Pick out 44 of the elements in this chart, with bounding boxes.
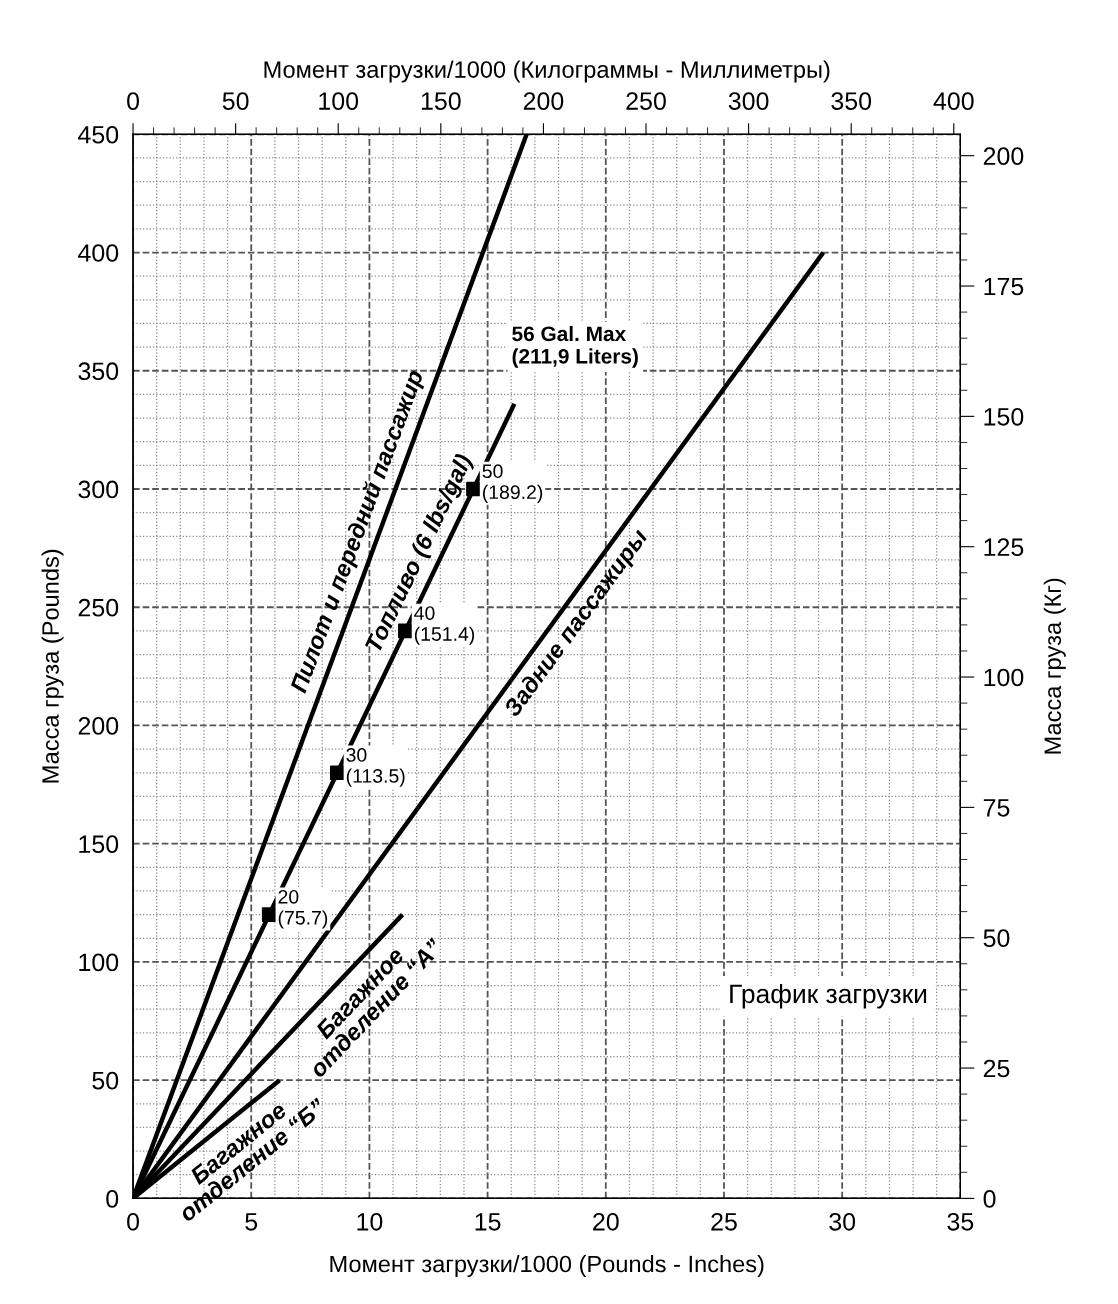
- text: График загрузки: [730, 983, 927, 1009]
- y-axis-title: Масса груза (Pounds): [41, 549, 64, 783]
- y-tick-label: 150: [79, 835, 119, 853]
- y-tick-label: 350: [78, 362, 119, 381]
- x-tick-label: 35: [947, 1212, 974, 1231]
- x2-tick-label: 150: [421, 92, 461, 110]
- x2-tick-label: 250: [626, 92, 666, 110]
- y2-tick-label: 125: [984, 538, 1024, 556]
- y-tick-label: 300: [78, 480, 119, 499]
- data-label: 20 (75.7): [278, 889, 328, 929]
- x2-tick-label: 200: [523, 92, 564, 110]
- y2-tick-label: 100: [984, 668, 1024, 687]
- y-tick-label: 450: [78, 125, 119, 144]
- x-tick-label: 0: [127, 1212, 140, 1231]
- x-tick-label: 15: [475, 1213, 501, 1231]
- y-tick-label: 200: [78, 717, 119, 735]
- x2-tick-label: 50: [222, 92, 249, 110]
- y-tick-label: 100: [79, 953, 119, 972]
- y-tick-label: 250: [78, 598, 119, 617]
- y2-tick-label: 50: [983, 929, 1010, 948]
- y2-tick-label: 75: [983, 799, 1010, 817]
- x-tick-label: 25: [711, 1212, 737, 1231]
- x2-tick-label: 0: [127, 92, 140, 110]
- y2-tick-label: 0: [983, 1189, 996, 1208]
- annotation: 56 Gal. Max (211,9 Liters): [512, 325, 638, 368]
- y2-tick-label: 25: [983, 1059, 1010, 1078]
- y-tick-label: 0: [106, 1189, 119, 1208]
- x2-axis-title: Момент загрузки/1000 (Килограммы - Миллиметры): [264, 60, 830, 83]
- y2-tick-label: 200: [983, 147, 1024, 165]
- y2-tick-label: 150: [984, 407, 1024, 426]
- data-label: 30 (113.5): [346, 748, 405, 787]
- x-tick-label: 20: [593, 1212, 619, 1231]
- x2-tick-label: 350: [831, 92, 872, 110]
- x2-tick-label: 100: [319, 92, 359, 110]
- x-tick-label: 30: [829, 1212, 856, 1231]
- y2-tick-label: 175: [984, 277, 1024, 296]
- x-axis-title: Момент загрузки/1000 (Pounds - Inches): [330, 1255, 764, 1278]
- y2-axis-title: Масса груза (Кг): [1043, 578, 1066, 754]
- x2-tick-label: 300: [728, 92, 769, 110]
- x2-tick-label: 400: [933, 92, 974, 110]
- y-tick-label: 400: [78, 244, 119, 262]
- data-label: 50 (189.2): [482, 464, 543, 503]
- y-tick-label: 50: [92, 1071, 119, 1090]
- x-tick-label: 10: [357, 1212, 383, 1231]
